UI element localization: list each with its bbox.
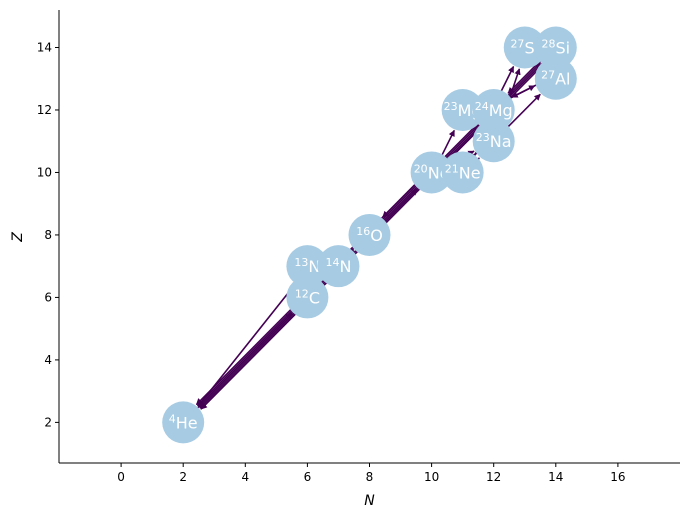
x-tick-label: 14: [548, 470, 563, 484]
node-circle-o16: [348, 213, 391, 256]
mass-number: 4: [169, 412, 176, 425]
node-si28: 28Si: [534, 26, 577, 69]
node-circle-he4: [162, 401, 205, 444]
element-symbol: Al: [555, 70, 570, 89]
element-symbol: N: [308, 257, 320, 276]
node-mg24: 24Mg: [472, 88, 515, 131]
node-label-he4: 4He: [169, 412, 198, 432]
y-tick-label: 8: [44, 228, 52, 242]
node-label-n13: 13N: [294, 256, 320, 276]
element-symbol: He: [176, 413, 198, 432]
x-tick-label: 6: [304, 470, 312, 484]
mass-number: 20: [414, 162, 428, 175]
node-label-ne21: 21Ne: [445, 162, 481, 182]
node-circle-si27: [503, 26, 546, 69]
x-tick-label: 0: [117, 470, 125, 484]
node-label-al27: 27Al: [541, 69, 570, 89]
x-tick-label: 2: [179, 470, 187, 484]
node-circle-ne20: [410, 151, 453, 194]
x-tick-label: 8: [366, 470, 374, 484]
node-label-n14: 14N: [325, 256, 351, 276]
mass-number: 23: [476, 131, 490, 144]
mass-number: 27: [510, 37, 524, 50]
x-tick-label: 4: [241, 470, 249, 484]
node-n13: 13N: [286, 245, 329, 288]
node-label-na23: 23Na: [476, 131, 512, 151]
mass-number: 28: [541, 37, 555, 50]
node-circle-na23: [472, 120, 515, 163]
node-label-c12: 12C: [295, 287, 320, 307]
node-circle-ne21: [441, 151, 484, 194]
node-ne21: 21Ne: [441, 151, 484, 194]
mass-number: 14: [325, 256, 339, 269]
node-na23: 23Na: [472, 120, 515, 163]
node-o16: 16O: [348, 213, 391, 256]
y-ticks: 2 4 6 8 10 12 14: [37, 40, 59, 429]
edge-o16-to-si28: [373, 62, 541, 232]
node-label-si28: 28Si: [541, 37, 570, 57]
x-tick-label: 16: [610, 470, 625, 484]
element-symbol: Mg: [489, 101, 513, 120]
element-symbol: Ne: [459, 163, 481, 182]
node-circle-n13: [286, 245, 329, 288]
node-circle-mg24: [472, 88, 515, 131]
node-circle-al27: [534, 57, 577, 100]
y-tick-label: 12: [37, 103, 52, 117]
node-circle-c12: [286, 276, 329, 319]
element-symbol: Na: [490, 132, 512, 151]
node-label-mg24: 24Mg: [475, 100, 513, 120]
y-tick-label: 14: [37, 40, 52, 54]
node-he4: 4He: [162, 401, 205, 444]
node-ne20: 20Ne: [410, 151, 453, 194]
mass-number: 16: [356, 225, 370, 238]
mass-number: 24: [475, 100, 489, 113]
element-symbol: Si: [555, 38, 570, 57]
y-tick-label: 4: [44, 353, 52, 367]
node-n14: 14N: [317, 245, 360, 288]
element-symbol: O: [370, 226, 383, 245]
mass-number: 21: [445, 162, 459, 175]
edge-he4-to-c12: [186, 312, 293, 419]
node-label-o16: 16O: [356, 225, 383, 245]
x-ticks: 0 2 4 6 8 10 12 14 16: [117, 463, 626, 484]
element-symbol: N: [339, 257, 351, 276]
y-tick-label: 6: [44, 290, 52, 304]
node-circle-mg23: [441, 88, 484, 131]
node-circle-n14: [317, 245, 360, 288]
mass-number: 13: [294, 256, 308, 269]
y-tick-label: 10: [37, 165, 52, 179]
mass-number: 23: [444, 100, 458, 113]
x-axis-label: N: [364, 493, 375, 509]
x-tick-label: 10: [424, 470, 439, 484]
node-circle-si28: [534, 26, 577, 69]
element-symbol: C: [309, 288, 320, 307]
mass-number: 12: [295, 287, 309, 300]
mass-number: 27: [541, 69, 555, 82]
node-al27: 27Al: [534, 57, 577, 100]
y-tick-label: 2: [44, 415, 52, 429]
x-tick-label: 12: [486, 470, 501, 484]
node-c12: 12C: [286, 276, 329, 319]
y-axis-label: Z: [10, 232, 26, 243]
